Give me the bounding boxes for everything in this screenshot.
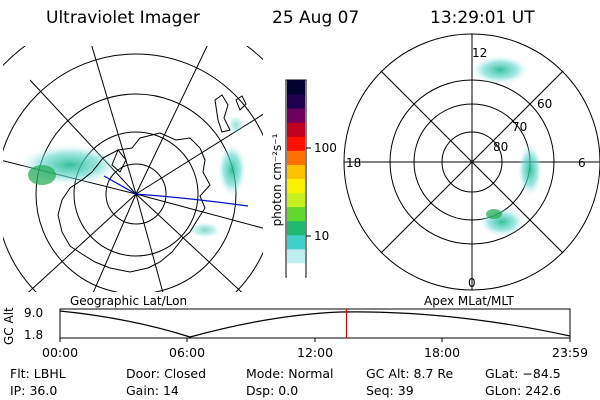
colorbar-swatch [287,262,305,278]
left-panel-caption: Geographic Lat/Lon [70,294,188,308]
colorbar-tick-10: 10 [314,229,330,243]
mlt-label-12: 12 [472,46,488,60]
colorbar-swatch [287,164,305,179]
geographic-map [3,46,263,292]
colorbar-swatch [287,94,305,109]
status-value: Normal [288,366,334,381]
status-field: GLon: 242.6 [485,383,561,398]
status-field: Seq: 39 [366,383,414,398]
magnetic-polar-plot [343,33,600,291]
aurora-emission [218,144,246,196]
time-tick-18: 18:00 [424,345,461,360]
status-value: 0.0 [278,383,299,398]
continent-coastline [57,132,211,273]
colorbar-unit-label: photon cm⁻²s⁻¹ [270,133,284,227]
altitude-curve [59,310,571,338]
observation-date: 25 Aug 07 [272,8,360,28]
status-label: Seq: [366,383,394,398]
mlt-label-18: 18 [346,156,362,170]
status-value: 14 [162,383,179,398]
mlat-label-70: 70 [512,120,528,134]
status-label: GLat: [485,366,519,381]
altitude-ytick-min: 1.8 [24,328,44,342]
status-value: 36.0 [29,383,58,398]
aurora-emission [189,222,221,238]
status-field: Gain: 14 [126,383,179,398]
mlt-label-0: 0 [468,276,476,290]
status-label: IP: [10,383,26,398]
instrument-title: Ultraviolet Imager [46,8,200,28]
time-tick-12: 12:00 [297,345,334,360]
colorbar-swatch [287,234,305,250]
magnetic-aurora-oval [472,56,542,236]
status-value: LBHL [33,366,66,381]
status-field: Mode: Normal [246,366,334,381]
status-field: IP: 36.0 [10,383,57,398]
right-panel-caption: Apex MLat/MLT [424,294,514,308]
status-field: Dsp: 0.0 [246,383,298,398]
colorbar-swatch [287,178,305,194]
status-label: Dsp: [246,383,275,398]
colorbar-swatch [287,248,305,264]
spacecraft-track [135,193,249,207]
status-value: 39 [397,383,414,398]
mlat-label-60: 60 [537,97,553,111]
status-label: Gain: [126,383,159,398]
status-label: Mode: [246,366,285,381]
mlat-label-80: 80 [493,140,509,154]
colorbar-swatch [287,136,305,151]
status-value: Closed [164,366,207,381]
status-value: 8.7 Re [413,366,454,381]
observation-time: 13:29:01 UT [430,8,535,28]
status-value: 242.6 [525,383,562,398]
status-label: Door: [126,366,161,381]
colorbar-swatch [287,122,305,137]
colorbar-swatch [287,108,305,123]
status-field: Door: Closed [126,366,206,381]
colorbar-swatch [287,220,305,236]
altitude-plot [59,308,571,342]
time-tick-0: 00:00 [42,345,79,360]
colorbar-tick-100: 100 [314,141,337,155]
status-label: GLon: [485,383,522,398]
status-label: GC Alt: [366,366,410,381]
colorbar-swatch [287,192,305,208]
time-tick-end: 23:59 [552,345,589,360]
aurora-emission [228,115,244,135]
status-field: GLat: −84.5 [485,366,561,381]
colorbar-swatch [287,150,305,165]
altitude-ylabel: GC Alt [2,307,16,345]
colorbar-swatch [287,206,305,222]
status-field: GC Alt: 8.7 Re [366,366,453,381]
mlt-label-6: 6 [578,156,586,170]
colorbar-swatch [287,80,305,95]
status-label: Flt: [10,366,30,381]
status-field: Flt: LBHL [10,366,66,381]
status-value: −84.5 [522,366,561,381]
time-tick-6: 06:00 [169,345,206,360]
altitude-ytick-max: 9.0 [24,306,44,320]
aurora-emission [28,165,56,185]
